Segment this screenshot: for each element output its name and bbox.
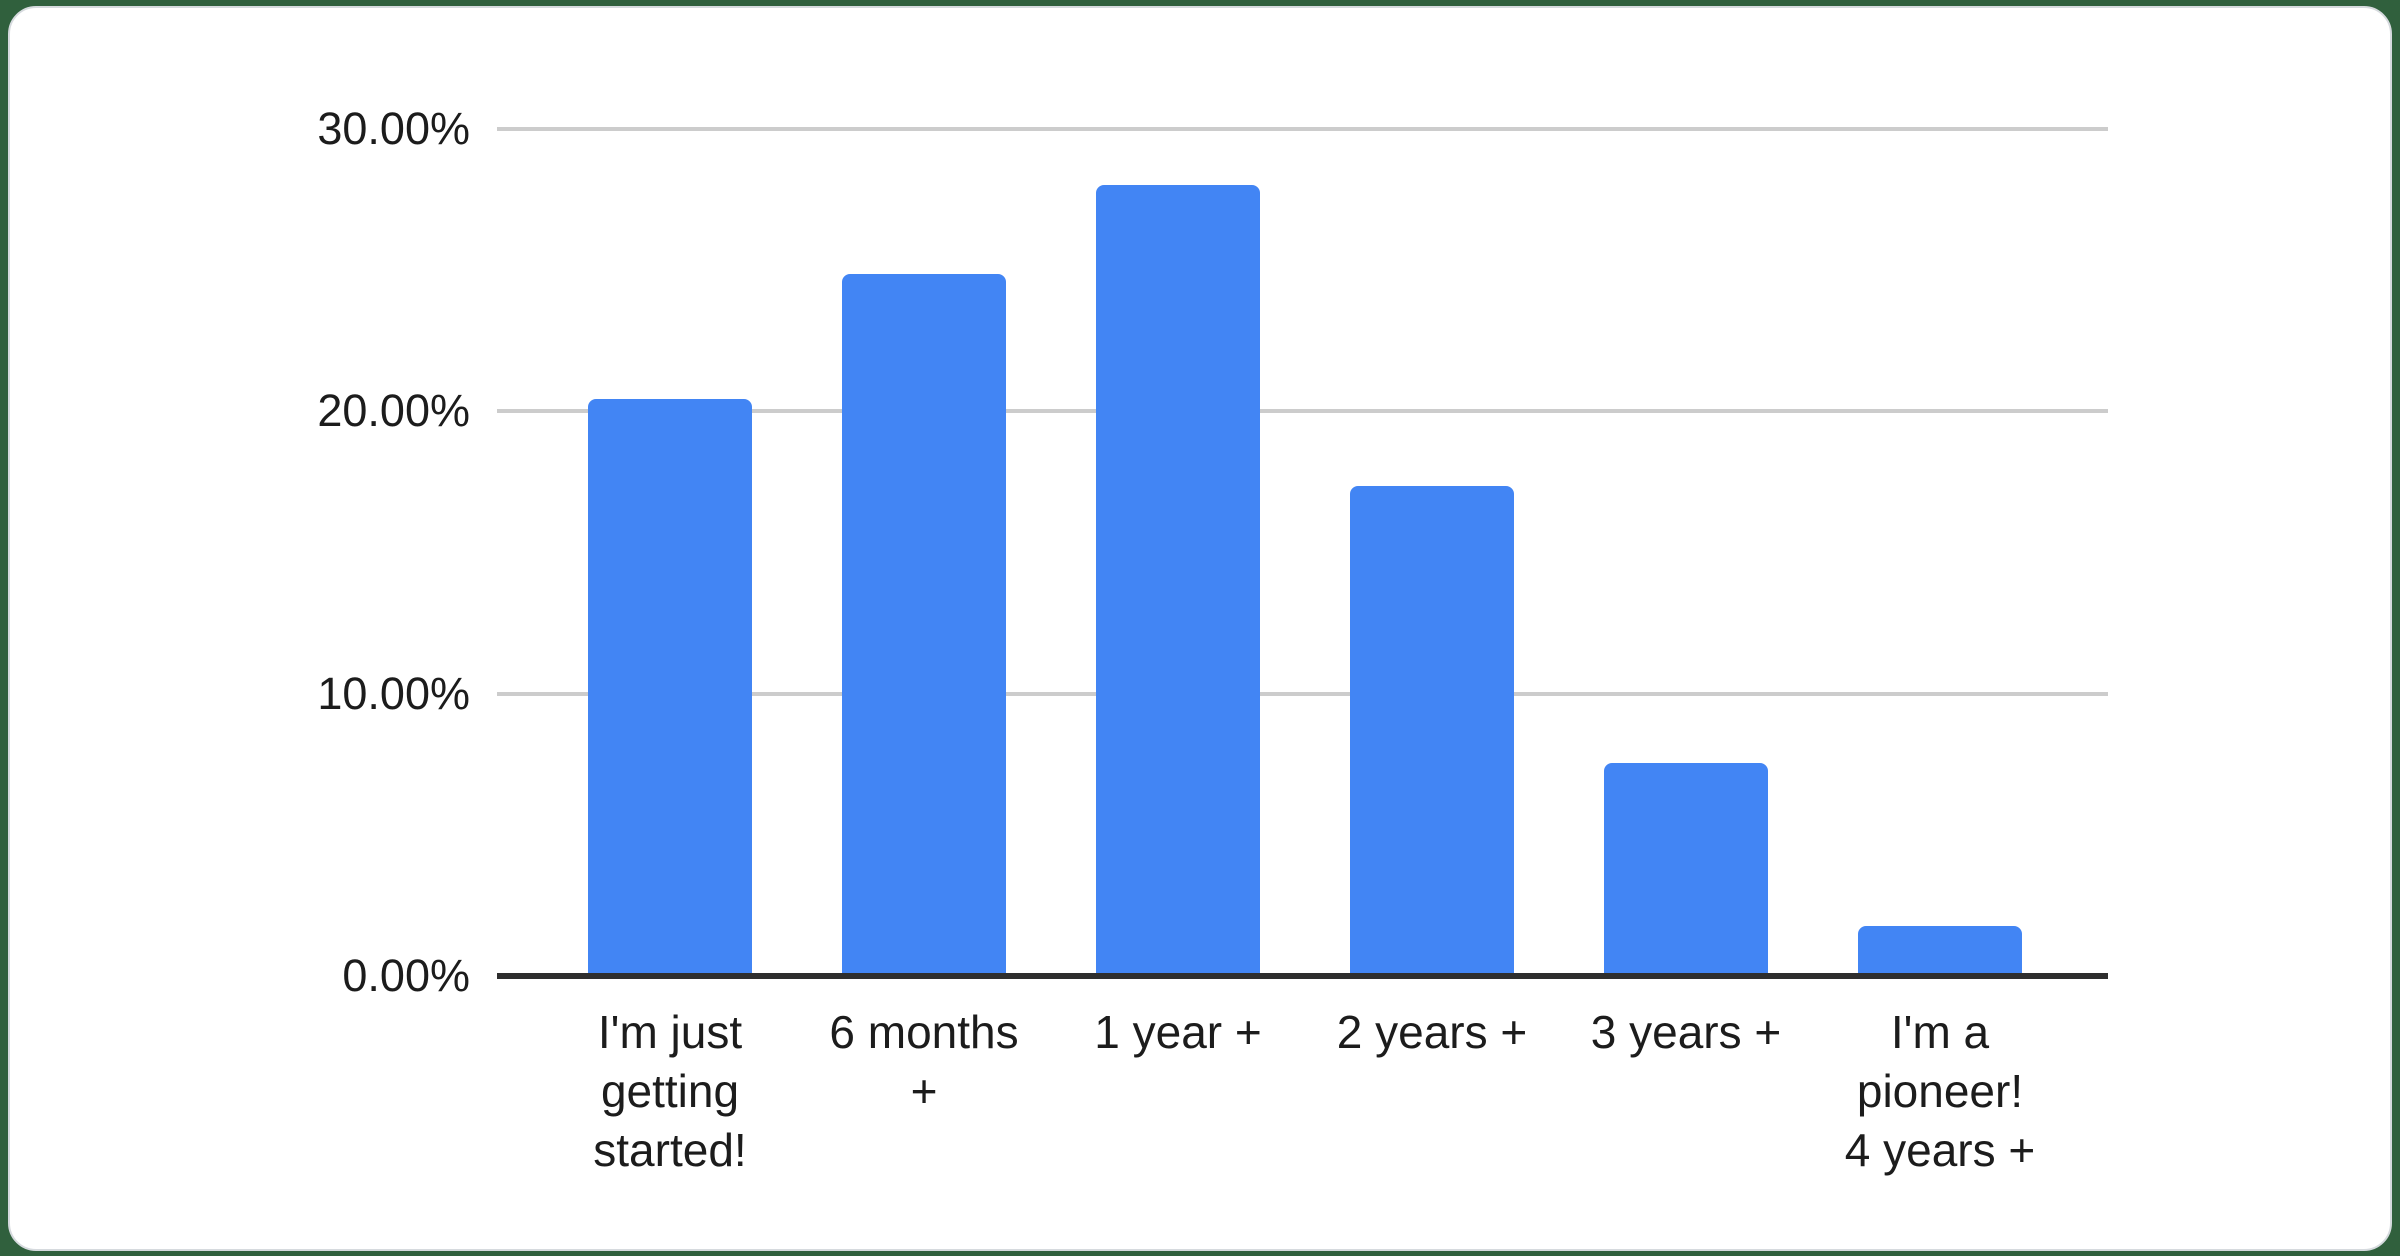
category-label: 2 years + [1232,1003,1632,1062]
bar-6[interactable] [1858,926,2022,976]
category-label-line: 1 year + [1094,1006,1262,1058]
category-label: I'm a pioneer! 4 years + [1740,1003,2140,1180]
category-label-line: 4 years + [1844,1124,2036,1176]
category-label-line: started! [593,1124,747,1176]
category-label: 6 months + [724,1003,1124,1121]
y-axis-tick-label: 20.00% [317,385,470,437]
bar-chart-plot-area [497,127,2108,979]
bars-band [543,129,2067,976]
bar-4[interactable] [1350,485,1514,976]
category-label: I'm just getting started! [470,1003,870,1180]
category-label-line: pioneer! [1856,1065,2024,1117]
category-label-line: I'm a [1890,1006,1990,1058]
y-axis-tick-label: 10.00% [317,667,470,719]
gridline-10 [497,691,2108,696]
x-axis-line [497,973,2108,979]
bar-2[interactable] [842,273,1006,976]
chart-card: 30.00% 20.00% 10.00% 0.00% I'm just getting s… [8,6,2392,1251]
category-label-line: 3 years + [1590,1006,1782,1058]
category-label-line: I'm just [597,1006,743,1058]
category-label-line: 6 months [829,1006,1019,1058]
bar-5[interactable] [1604,762,1768,976]
bar-3[interactable] [1096,185,1260,976]
y-axis-tick-label: 0.00% [342,950,470,1001]
category-label: 3 years + [1486,1003,1886,1062]
category-label-line: + [910,1065,938,1117]
category-label: 1 year + [978,1003,1378,1062]
category-label-line: getting [600,1065,740,1117]
y-axis-tick-label: 30.00% [317,103,470,154]
gridline-20 [497,409,2108,414]
bar-1[interactable] [588,398,752,976]
category-label-line: 2 years + [1336,1006,1528,1058]
gridline-30 [497,127,2108,131]
